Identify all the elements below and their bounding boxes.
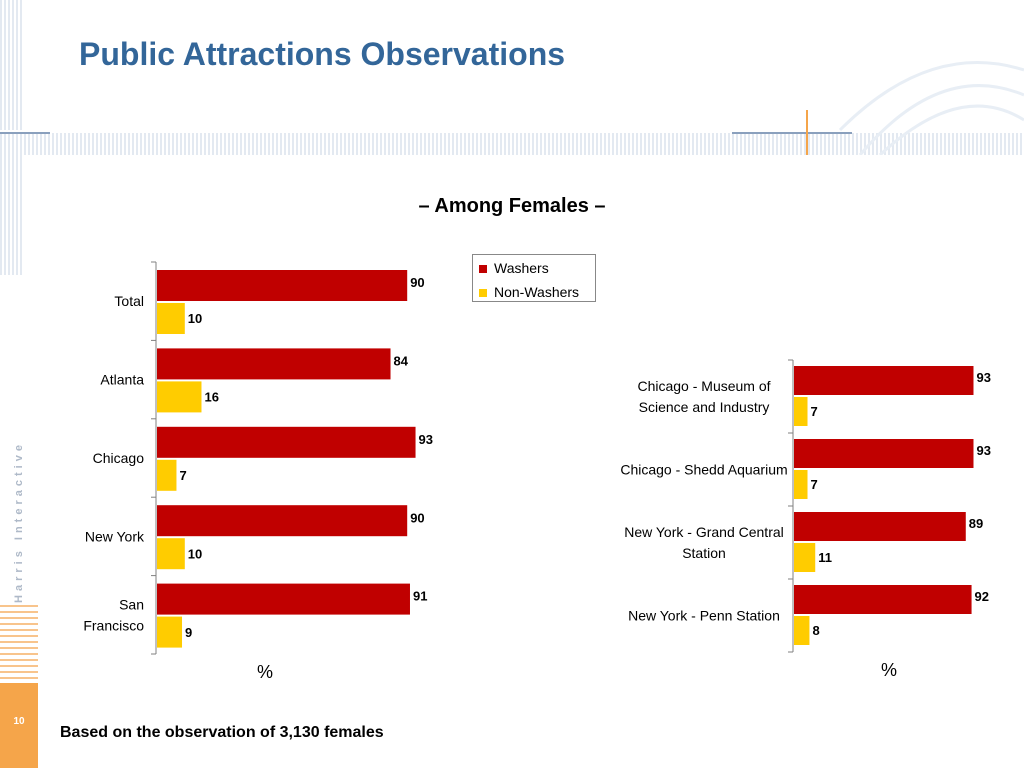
- data-label-non-washers-new-york-penn-station: 8: [812, 623, 819, 638]
- data-label-non-washers-total: 10: [188, 311, 202, 326]
- data-label-washers-san-francisco: 91: [413, 589, 427, 604]
- category-label-chicago: Chicago: [93, 450, 145, 466]
- bar-non-washers-new-york: [157, 538, 185, 570]
- legend-swatch-washers: [479, 265, 487, 274]
- bar-washers-chicago: [157, 426, 416, 458]
- category-label-new-york-grand-central-station: New York - Grand Central Station: [624, 524, 784, 561]
- bar-washers-new-york-grand-central-station: [794, 512, 966, 541]
- category-label-chicago-shedd-aquarium: Chicago - Shedd Aquarium: [620, 462, 787, 478]
- bar-non-washers-san-francisco: [157, 616, 183, 648]
- category-label-new-york: New York: [85, 528, 145, 544]
- chart-subtitle: – Among Females –: [418, 195, 606, 217]
- data-label-washers-chicago-shedd-aquarium: 93: [976, 443, 990, 458]
- bar-non-washers-chicago: [157, 459, 177, 491]
- side-strip: [0, 155, 38, 768]
- legend-label-non-washers: Non-Washers: [494, 284, 580, 300]
- chart-legend: Washers Non-Washers: [472, 254, 596, 302]
- category-label-total: Total: [114, 293, 144, 309]
- category-label-san-francisco: San Francisco: [83, 596, 144, 633]
- decorative-arcs: [838, 61, 1024, 155]
- orange-hatch: [0, 605, 38, 679]
- page-title: Public Attractions Observations: [79, 36, 566, 72]
- bar-washers-san-francisco: [157, 583, 410, 615]
- data-label-washers-atlanta: 84: [394, 353, 409, 368]
- bar-washers-new-york-penn-station: [794, 585, 972, 614]
- category-label-atlanta: Atlanta: [100, 372, 144, 388]
- data-label-washers-new-york: 90: [410, 510, 424, 525]
- orange-block: [0, 683, 38, 768]
- bar-washers-new-york: [157, 505, 408, 537]
- legend-item-non-washers: Non-Washers: [479, 284, 579, 300]
- bar-washers-chicago-shedd-aquarium: [794, 439, 974, 468]
- data-label-washers-new-york-grand-central-station: 89: [969, 516, 983, 531]
- bar-non-washers-chicago-museum-of-science-and-industry: [794, 397, 808, 426]
- bar-non-washers-new-york-grand-central-station: [794, 543, 816, 572]
- bar-non-washers-total: [157, 303, 185, 334]
- x-axis-title: %: [257, 662, 273, 682]
- data-label-non-washers-atlanta: 16: [204, 390, 218, 405]
- data-label-non-washers-chicago-museum-of-science-and-industry: 7: [811, 404, 818, 419]
- bar-washers-total: [157, 270, 408, 301]
- data-label-non-washers-chicago: 7: [179, 468, 186, 483]
- data-label-non-washers-new-york-grand-central-station: 11: [818, 550, 832, 565]
- legend-swatch-non-washers: [479, 289, 487, 298]
- data-label-non-washers-san-francisco: 9: [185, 625, 192, 640]
- category-label-chicago-museum-of-science-and-industry: Chicago - Museum of Science and Industry: [637, 378, 770, 415]
- data-label-washers-new-york-penn-station: 92: [975, 589, 989, 604]
- legend-item-washers: Washers: [479, 260, 549, 276]
- data-label-washers-chicago: 93: [419, 432, 433, 447]
- bar-non-washers-chicago-shedd-aquarium: [794, 470, 808, 499]
- category-label-new-york-penn-station: New York - Penn Station: [628, 608, 780, 624]
- x-axis-title: %: [881, 660, 897, 680]
- header-band: [0, 0, 1024, 155]
- footnote: Based on the observation of 3,130 female…: [60, 724, 384, 741]
- data-label-washers-chicago-museum-of-science-and-industry: 93: [976, 370, 990, 385]
- data-label-non-washers-new-york: 10: [188, 546, 202, 561]
- legend-label-washers: Washers: [494, 260, 549, 276]
- bar-non-washers-new-york-penn-station: [794, 616, 810, 645]
- data-label-washers-total: 90: [410, 275, 424, 290]
- bar-washers-atlanta: [157, 348, 391, 380]
- data-label-non-washers-chicago-shedd-aquarium: 7: [811, 477, 818, 492]
- slide-number: 10: [13, 716, 25, 727]
- bar-washers-chicago-museum-of-science-and-industry: [794, 366, 974, 395]
- bar-non-washers-atlanta: [157, 381, 202, 413]
